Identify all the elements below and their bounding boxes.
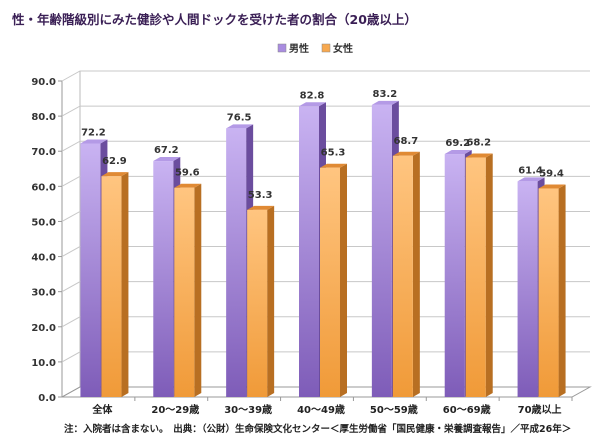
data-label: 59.6 xyxy=(175,168,200,179)
gridline xyxy=(61,140,590,152)
gridline xyxy=(61,175,590,187)
bar-female xyxy=(392,155,413,397)
legend-label: 女性 xyxy=(333,42,353,55)
bar-top xyxy=(153,157,181,162)
chart-title: 性・年齢階級別にみた健診や人間ドックを受けた者の割合（20歳以上） xyxy=(12,12,417,27)
bar-male xyxy=(299,106,319,397)
x-tick-label: 60～69歳 xyxy=(443,403,491,416)
x-tick-label: 40～49歳 xyxy=(297,403,345,416)
bar-top xyxy=(101,172,129,177)
bar-male xyxy=(371,104,392,398)
bar-male xyxy=(517,181,538,397)
y-tick-label: 10.0 xyxy=(31,358,56,369)
gridline xyxy=(61,316,590,328)
bar-side xyxy=(121,172,129,397)
data-label: 59.4 xyxy=(539,168,564,179)
bar-female xyxy=(174,187,195,397)
y-tick-label: 60.0 xyxy=(31,182,56,193)
data-label: 76.5 xyxy=(227,112,252,123)
x-tick-label: 30～39歳 xyxy=(224,403,272,416)
bar-top xyxy=(517,177,545,182)
bar-top xyxy=(320,163,347,168)
gridline xyxy=(61,351,590,363)
bar-male xyxy=(153,161,174,397)
bar-female xyxy=(465,157,486,397)
bar-side xyxy=(267,205,275,397)
y-tick-label: 70.0 xyxy=(31,147,56,158)
data-label: 65.3 xyxy=(321,148,346,159)
data-label: 69.2 xyxy=(445,138,470,149)
y-tick-label: 50.0 xyxy=(31,217,56,228)
data-label: 68.2 xyxy=(466,138,491,149)
data-label: 68.7 xyxy=(394,136,419,147)
bar-female xyxy=(538,188,559,397)
bar-top xyxy=(392,151,420,156)
bar-top xyxy=(174,183,202,188)
y-tick-label: 80.0 xyxy=(31,112,56,123)
bar-side xyxy=(194,183,202,397)
bar-side xyxy=(485,153,493,397)
gridline xyxy=(61,210,590,222)
gridline xyxy=(61,70,590,82)
bar-female xyxy=(320,167,340,397)
data-label: 67.2 xyxy=(154,145,179,156)
y-tick-label: 0.0 xyxy=(38,393,56,404)
y-tick-label: 40.0 xyxy=(31,253,56,264)
bar-male xyxy=(444,154,465,397)
y-tick-label: 30.0 xyxy=(31,288,56,299)
y-tick-label: 20.0 xyxy=(31,323,56,334)
bar-top xyxy=(299,102,326,107)
gridline xyxy=(61,246,590,257)
source-note: 注：入院者は含まない。 出典：（公財）生命保険文化センター＜厚生労働省「国民健康… xyxy=(64,424,572,435)
x-tick-label: 50～59歳 xyxy=(370,403,418,416)
legend-swatch xyxy=(277,43,287,53)
bar-male xyxy=(80,143,101,397)
bar-side xyxy=(412,151,420,397)
bar-side xyxy=(340,163,347,397)
x-tick-label: 20～29歳 xyxy=(151,403,199,416)
legend-swatch xyxy=(321,43,331,53)
data-label: 61.4 xyxy=(518,165,543,176)
bar-male xyxy=(226,128,247,397)
x-tick-label: 全体 xyxy=(91,403,113,416)
data-label: 62.9 xyxy=(102,156,127,167)
bar-top xyxy=(371,100,399,105)
data-label: 82.8 xyxy=(300,90,325,101)
bar-top xyxy=(226,124,254,129)
data-label: 72.2 xyxy=(81,127,106,138)
bar-top xyxy=(80,139,108,144)
gridline xyxy=(61,105,590,117)
bar-top xyxy=(538,184,566,189)
bar-side xyxy=(558,184,566,397)
bar-top xyxy=(247,205,275,210)
bar-female xyxy=(247,209,268,397)
bar-top xyxy=(444,150,472,155)
legend-label: 男性 xyxy=(289,42,309,55)
bar-top xyxy=(465,153,493,158)
bar-female xyxy=(101,176,122,397)
data-label: 83.2 xyxy=(373,89,398,100)
y-tick-label: 90.0 xyxy=(31,77,56,88)
gridline xyxy=(61,281,590,293)
x-tick-label: 70歳以上 xyxy=(518,403,562,416)
data-label: 53.3 xyxy=(248,190,273,201)
